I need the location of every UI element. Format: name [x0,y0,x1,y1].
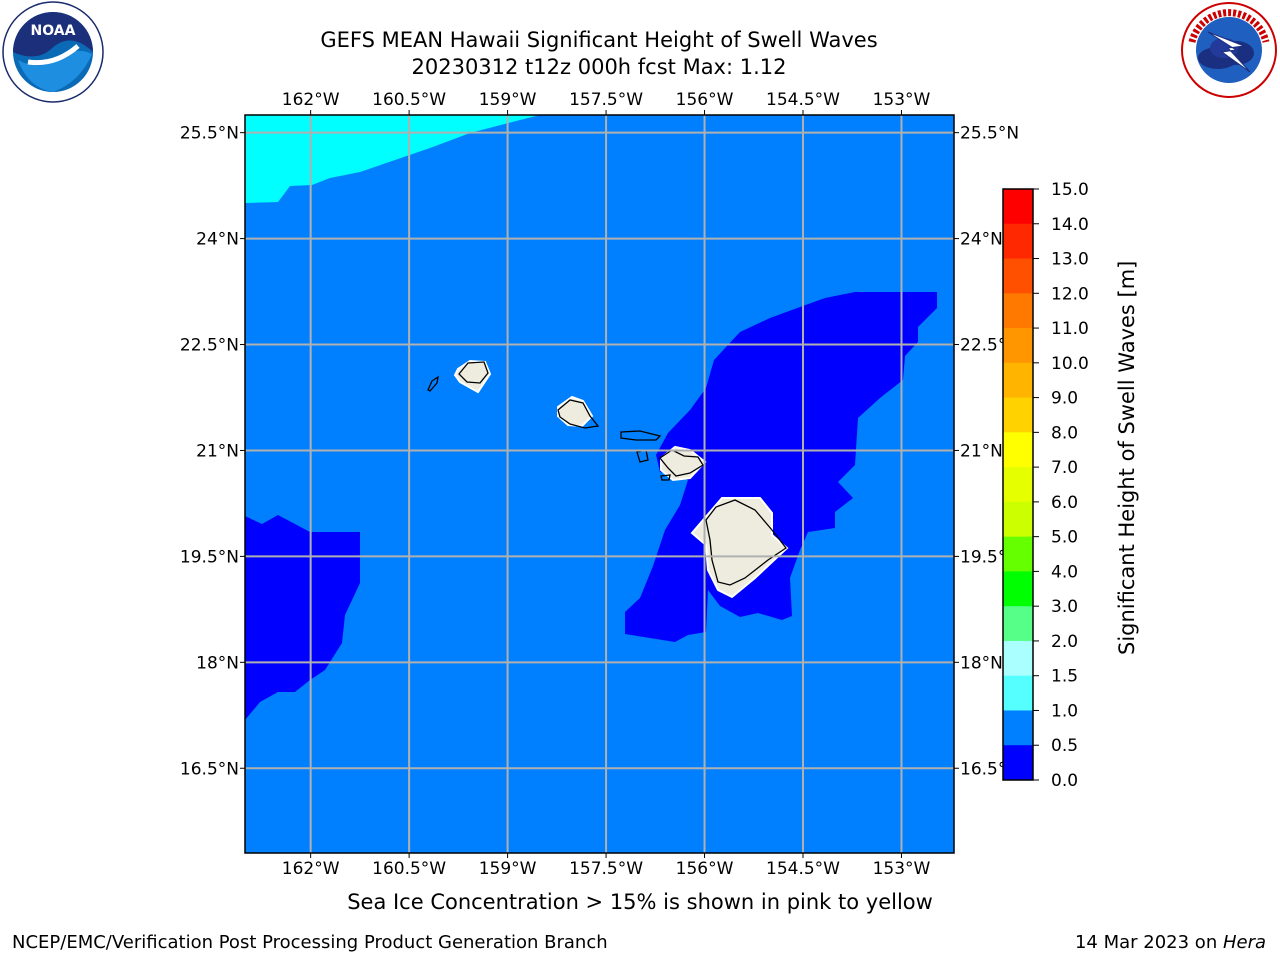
colorbar-tick-label: 13.0 [1051,250,1089,270]
lat-tick-label-left: 25.5°N [180,124,239,144]
colorbar-tick-label: 2.0 [1051,632,1078,652]
colorbar-segment [1003,501,1033,538]
colorbar-tick-label: 0.0 [1051,771,1078,791]
lon-tick-label-bottom: 157.5°W [569,859,643,879]
lon-tick-label-top: 160.5°W [372,90,446,110]
lon-tick-label-bottom: 153°W [873,859,931,879]
colorbar-tick-label: 1.5 [1051,667,1078,687]
colorbar-label: Significant Height of Swell Waves [m] [1115,260,1139,655]
colorbar-segment [1003,293,1033,329]
lon-tick-label-top: 154.5°W [766,90,840,110]
coastline-oahu [557,399,600,429]
colorbar-tick-label: 3.0 [1051,597,1078,617]
colorbar-tick-label: 11.0 [1051,319,1089,339]
colorbar-segment [1003,536,1033,572]
lon-tick-label-top: 156°W [676,90,734,110]
coastline-niihau [427,375,439,392]
lon-tick-label-bottom: 154.5°W [766,859,840,879]
footer-date-text: 14 Mar 2023 on [1074,932,1223,953]
lon-tick-label-top: 162°W [282,90,340,110]
noaa-logo: NOAA [2,1,104,103]
colorbar-tick-label: 4.0 [1051,562,1078,582]
lon-tick-label-top: 157.5°W [569,90,643,110]
colorbar-segment [1003,606,1033,642]
map-title: GEFS MEAN Hawaii Significant Height of S… [320,28,878,52]
colorbar-tick-label: 1.0 [1051,701,1078,721]
colorbar-frame [1002,188,1034,781]
footer-date: 14 Mar 2023 on Hera [1075,932,1266,953]
lat-tick-label-left: 24°N [196,230,239,250]
colorbar-tick-label: 0.5 [1051,736,1078,756]
coastline-molokai [620,430,662,441]
colorbar-segment [1003,258,1033,294]
lat-tick-label-left: 22.5°N [180,336,239,356]
colorbar-segment [1003,362,1033,399]
caption-text: Sea Ice Concentration > 15% is shown in … [347,890,933,914]
lat-tick-label-left: 16.5°N [180,759,239,779]
colorbar-tick-label: 6.0 [1051,493,1078,513]
swell-0.0-0.5-region-east [625,292,937,642]
noaa-logo-text: NOAA [31,23,76,39]
lon-tick-label-top: 159°W [479,90,537,110]
coastline-kahoolawe [660,474,671,481]
lat-tick-label-right: 24°N [960,230,1003,250]
lat-tick-label-right: 21°N [960,441,1003,461]
ocean-swell-0.5-1.0-region [245,115,954,853]
coastline-kauai [458,361,489,384]
colorbar-tick-label: 14.0 [1051,215,1089,235]
colorbar: 15.0 14.0 13.0 12.0 11.0 10.0 9.0 8.0 7.0 6.0 5.0 4… [1002,180,1089,791]
colorbar-segment [1003,710,1033,746]
map-gridlines [245,115,954,853]
lat-tick-label-right: 25.5°N [960,124,1019,144]
footer-host: Hera [1222,932,1266,953]
colorbar-segment [1003,328,1033,364]
colorbar-tick-label: 5.0 [1051,528,1078,548]
colorbar-segment [1003,467,1033,503]
map-subtitle: 20230312 t12z 000h fcst Max: 1.12 [411,55,787,79]
colorbar-segment [1003,675,1033,711]
colorbar-segment [1003,640,1033,677]
footer-credit: NCEP/EMC/Verification Post Processing Pr… [12,932,608,953]
colorbar-tick-label: 15.0 [1051,180,1089,200]
swell-1.0-1.5-region [245,115,540,203]
colorbar-tick-label: 7.0 [1051,458,1078,478]
coastline-hawaii [705,499,787,586]
coastline-maui [659,449,704,477]
map-area [245,115,954,853]
lon-tick-label-bottom: 156°W [676,859,734,879]
colorbar-segment [1003,397,1033,433]
lat-tick-label-left: 18°N [196,653,239,673]
map-frame [244,114,955,854]
caption: Sea Ice Concentration > 15% is shown in … [0,890,1280,914]
colorbar-tick-label: 10.0 [1051,354,1089,374]
swell-0.0-0.5-region-southwest [245,515,360,720]
colorbar-tick-label: 8.0 [1051,423,1078,443]
lon-tick-label-bottom: 160.5°W [372,859,446,879]
lon-tick-label-top: 153°W [873,90,931,110]
nws-logo [1181,2,1277,98]
lat-tick-label-left: 21°N [196,441,239,461]
colorbar-segment [1003,571,1033,607]
colorbar-segment [1003,745,1033,780]
colorbar-segment [1003,189,1033,225]
colorbar-tick-label: 12.0 [1051,284,1089,304]
lon-tick-label-bottom: 159°W [479,859,537,879]
lon-tick-label-bottom: 162°W [282,859,340,879]
colorbar-segment [1003,432,1033,468]
colorbar-tick-label: 9.0 [1051,389,1078,409]
colorbar-segment [1003,223,1033,260]
lat-tick-label-left: 19.5°N [180,547,239,567]
lat-tick-label-right: 18°N [960,653,1003,673]
